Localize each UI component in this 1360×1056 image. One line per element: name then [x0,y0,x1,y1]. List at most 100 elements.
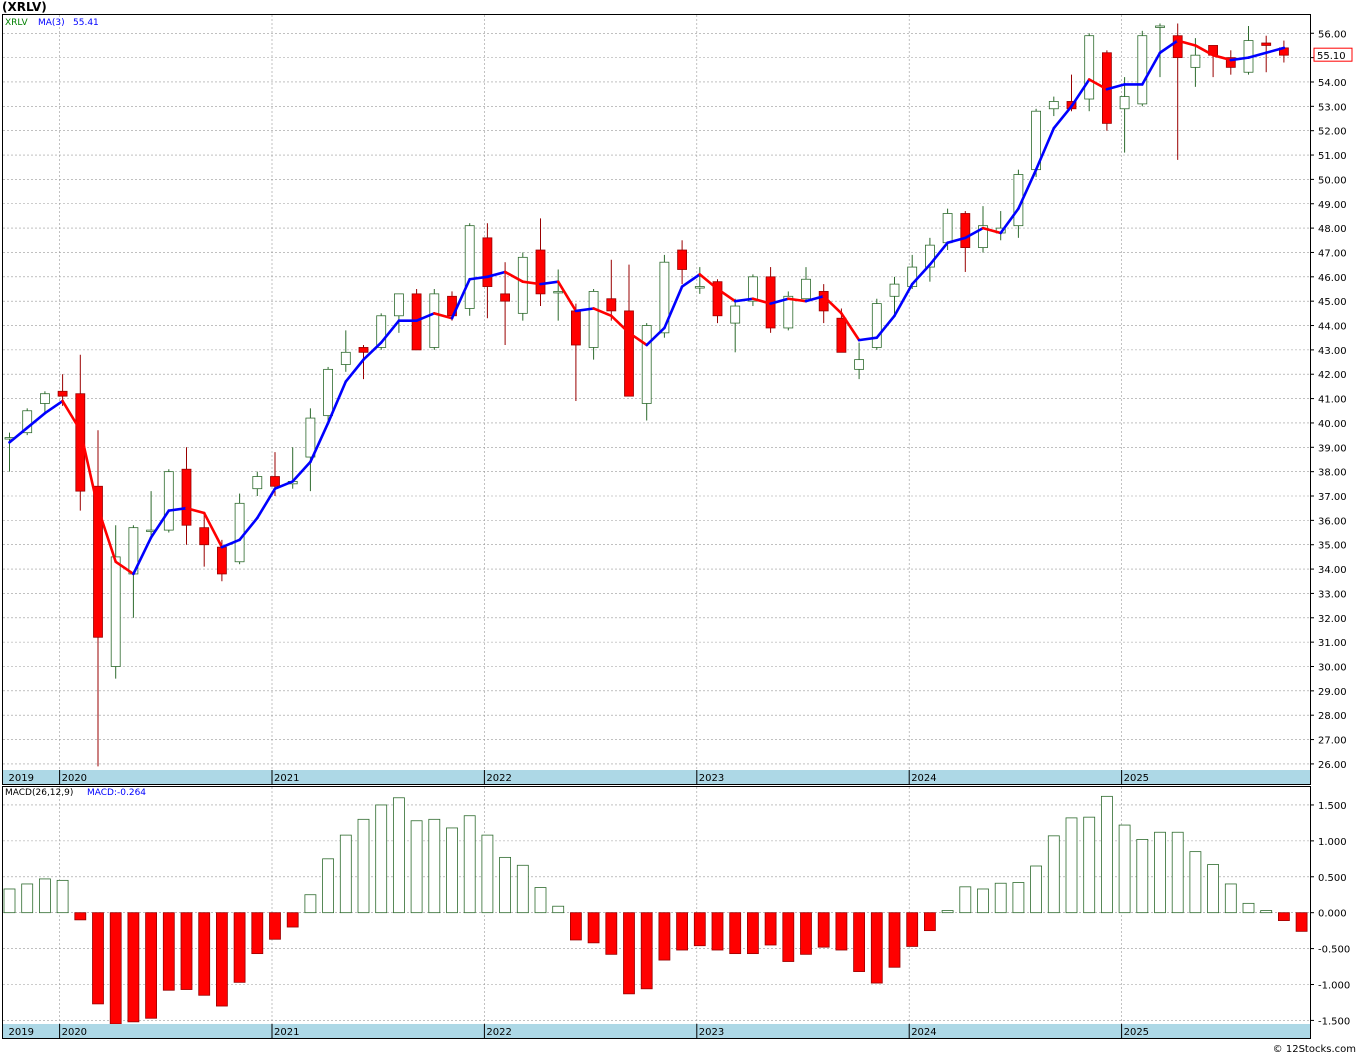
x-axis-label: 2022 [486,773,511,784]
ma-segment [1105,83,1126,91]
candle [553,269,564,321]
ma-segment [1017,168,1038,210]
candle-body [323,368,334,417]
price-x-axis-labels: 2019 2020 2021 2022 2023 2024 2025 [9,770,1149,784]
price-tick-label: 41.00 [1318,395,1347,406]
ma-segment [592,307,613,318]
candle-body [358,347,369,353]
ma-segment [663,285,684,330]
macd-bar [888,912,901,968]
last-price-marker: 55.10 [1313,47,1353,62]
candle-body [1084,35,1095,100]
macd-bar [233,912,246,983]
ma-segment [539,280,560,286]
price-tick-label: 38.00 [1318,468,1347,479]
ma-segment [415,312,436,322]
price-panel-frame [2,14,1311,785]
candle-body [818,291,829,312]
candle-body [517,256,528,314]
macd-bar [658,912,671,961]
macd-bar [3,888,16,914]
price-gridlines [3,15,1310,770]
candle-body [93,485,103,638]
ma-segment [574,307,595,313]
macd-bar [764,912,777,946]
macd-bar [251,912,264,955]
macd-tick-label: -0.500 [1318,945,1350,956]
candle-body [1261,42,1272,46]
ma-segment [910,263,932,286]
ma-segment [857,336,879,342]
candle-body [889,283,900,297]
candle-body [659,261,670,334]
macd-bar [1242,902,1255,914]
ma-segment [609,314,631,335]
candle-body [942,213,953,244]
price-tick-label: 47.00 [1318,248,1347,259]
x-axis-label: 2022 [486,1027,511,1038]
candle-body [40,393,50,404]
candle-body [925,244,935,268]
candle-body [836,317,847,353]
ma-segment [769,297,790,305]
macd-bar [570,912,582,941]
candle-body [482,237,493,287]
price-tick-label: 56.00 [1318,29,1347,40]
candle [783,291,794,331]
ma-segment [79,428,100,510]
ma-segment [149,509,171,539]
candle [960,211,971,272]
candle [93,430,103,767]
candle-body [1119,96,1130,110]
ma-segment [167,506,188,512]
x-axis-label: 2019 [9,773,34,784]
macd-bar [499,856,512,914]
candle [163,469,174,533]
ma-segment [556,280,578,313]
macd-tick-label: 1.500 [1318,801,1347,812]
price-tick-label: 45.00 [1318,297,1347,308]
x-axis-label: 2021 [274,773,299,784]
price-tick-label: 36.00 [1318,516,1347,527]
macd-bar [994,882,1007,914]
macd-bar [1101,795,1113,914]
macd-bar [357,818,370,914]
x-axis-label: 2020 [62,773,87,784]
ma-segment [999,207,1020,235]
price-tick-label: 27.00 [1318,736,1347,747]
ma-segment [698,273,719,291]
candle-body [340,351,351,365]
ticker-label: XRLV [5,18,28,28]
ma-segment [185,506,206,515]
candle [181,447,192,545]
ma-segment [238,516,259,542]
candle-body [571,310,581,346]
candle [730,298,741,353]
ma-segment [875,314,896,340]
candle [677,240,687,285]
candle-body [606,298,617,312]
price-tick-label: 54.00 [1318,78,1347,89]
candle-body [305,417,316,458]
macd-bar [39,878,51,914]
candle-body [110,556,121,667]
candle [1119,77,1130,153]
ma-segment [1264,46,1286,55]
ma-segment [893,282,914,318]
macd-bar [198,912,211,996]
macd-bar [693,912,706,947]
macd-bar [1207,864,1219,914]
macd-bar [339,834,352,914]
candle-body [1225,57,1236,68]
price-tick-label: 50.00 [1318,175,1347,186]
candle-body [429,293,440,348]
macd-bar [1260,910,1273,914]
macd-bar [162,912,175,991]
candle [22,408,33,436]
price-tick-label: 42.00 [1318,370,1347,381]
macd-bar [1030,865,1042,914]
ma-segment [362,341,383,361]
ma-segment [1070,78,1091,108]
ma-segment [1087,78,1109,91]
